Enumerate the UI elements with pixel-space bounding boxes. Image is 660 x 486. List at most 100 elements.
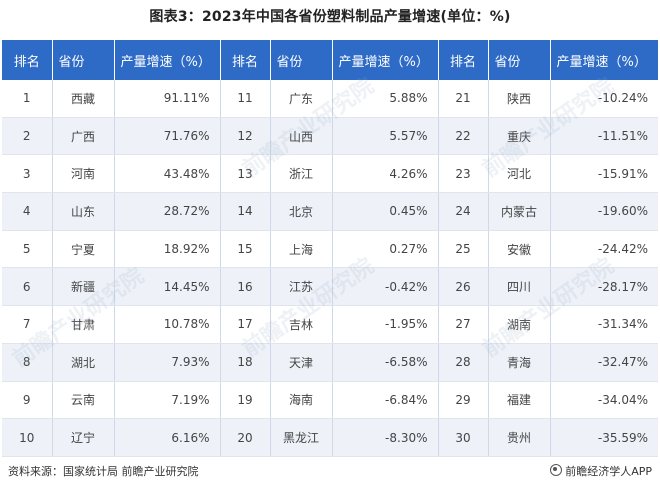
growth-cell: -8.30%	[332, 418, 439, 457]
province-cell: 安徽	[488, 230, 551, 269]
province-cell: 北京	[270, 192, 333, 231]
growth-cell: -1.95%	[332, 305, 439, 344]
growth-cell: 5.57%	[332, 117, 439, 156]
rank-cell: 3	[2, 154, 53, 194]
header-rank: 排名	[220, 40, 271, 80]
rank-cell: 10	[2, 418, 53, 457]
province-cell: 山东	[52, 192, 115, 231]
province-cell: 上海	[270, 230, 333, 269]
growth-cell: 7.93%	[114, 343, 221, 382]
growth-cell: -34.04%	[550, 381, 658, 420]
growth-cell: 91.11%	[114, 80, 221, 118]
rank-cell: 1	[2, 80, 53, 118]
growth-cell: -32.47%	[550, 343, 658, 382]
growth-cell: -10.24%	[550, 80, 658, 118]
growth-table: 排名 省份 产量增速（%） 排名 省份 产量增速（%） 排名 省份 产量增速（%…	[2, 40, 658, 457]
table-row: 10 辽宁 6.16% 20 黑龙江 -8.30% 30 贵州 -35.59%	[2, 418, 658, 457]
table-row: 1 西藏 91.11% 11 广东 5.88% 21 陕西 -10.24%	[2, 80, 658, 118]
growth-cell: -6.84%	[332, 381, 439, 420]
rank-cell: 14	[220, 192, 271, 231]
growth-cell: 43.48%	[114, 154, 221, 194]
rank-cell: 6	[2, 267, 53, 307]
growth-cell: -28.17%	[550, 267, 658, 307]
table-body: 1 西藏 91.11% 11 广东 5.88% 21 陕西 -10.24% 2 广西 71.76% 12…	[2, 80, 658, 457]
growth-cell: 10.78%	[114, 305, 221, 344]
province-cell: 河南	[52, 154, 115, 194]
province-cell: 广西	[52, 117, 115, 156]
growth-cell: 14.45%	[114, 267, 221, 307]
rank-cell: 7	[2, 305, 53, 344]
province-cell: 新疆	[52, 267, 115, 307]
rank-cell: 28	[438, 343, 489, 382]
province-cell: 湖北	[52, 343, 115, 382]
table-row: 5 宁夏 18.92% 15 上海 0.27% 25 安徽 -24.42%	[2, 230, 658, 269]
table-header-row: 排名 省份 产量增速（%） 排名 省份 产量增速（%） 排名 省份 产量增速（%…	[2, 40, 658, 80]
province-cell: 甘肃	[52, 305, 115, 344]
header-growth: 产量增速（%）	[550, 40, 658, 80]
rank-cell: 5	[2, 230, 53, 269]
province-cell: 黑龙江	[270, 418, 333, 457]
rank-cell: 13	[220, 154, 271, 194]
province-cell: 广东	[270, 80, 333, 118]
province-cell: 西藏	[52, 80, 115, 118]
rank-cell: 2	[2, 117, 53, 156]
table-row: 2 广西 71.76% 12 山西 5.57% 22 重庆 -11.51%	[2, 117, 658, 156]
province-cell: 云南	[52, 381, 115, 420]
growth-cell: -6.58%	[332, 343, 439, 382]
growth-cell: 18.92%	[114, 230, 221, 269]
rank-cell: 4	[2, 192, 53, 231]
rank-cell: 8	[2, 343, 53, 382]
province-cell: 四川	[488, 267, 551, 307]
province-cell: 陕西	[488, 80, 551, 118]
rank-cell: 24	[438, 192, 489, 231]
header-rank: 排名	[438, 40, 489, 80]
table-row: 8 湖北 7.93% 18 天津 -6.58% 28 青海 -32.47%	[2, 343, 658, 382]
header-province: 省份	[488, 40, 551, 80]
chart-title: 图表3：2023年中国各省份塑料制品产量增速(单位：%)	[149, 9, 511, 25]
rank-cell: 15	[220, 230, 271, 269]
growth-cell: -31.34%	[550, 305, 658, 344]
province-cell: 天津	[270, 343, 333, 382]
growth-cell: 5.88%	[332, 80, 439, 118]
growth-cell: -19.60%	[550, 192, 658, 231]
growth-cell: 6.16%	[114, 418, 221, 457]
province-cell: 青海	[488, 343, 551, 382]
header-growth: 产量增速（%）	[332, 40, 439, 80]
growth-cell: -0.42%	[332, 267, 439, 307]
province-cell: 内蒙古	[488, 192, 551, 231]
rank-cell: 29	[438, 381, 489, 420]
rank-cell: 23	[438, 154, 489, 194]
header-province: 省份	[52, 40, 115, 80]
brand-label: 前瞻经济学人APP	[565, 465, 652, 478]
rank-cell: 25	[438, 230, 489, 269]
rank-cell: 9	[2, 381, 53, 420]
table-row: 9 云南 7.19% 19 海南 -6.84% 29 福建 -34.04%	[2, 381, 658, 420]
rank-cell: 30	[438, 418, 489, 457]
table-row: 7 甘肃 10.78% 17 吉林 -1.95% 27 湖南 -31.34%	[2, 305, 658, 344]
table-row: 3 河南 43.48% 13 浙江 4.26% 23 河北 -15.91%	[2, 154, 658, 194]
header-growth: 产量增速（%）	[114, 40, 221, 80]
rank-cell: 22	[438, 117, 489, 156]
growth-cell: -35.59%	[550, 418, 658, 457]
table-row: 6 新疆 14.45% 16 江苏 -0.42% 26 四川 -28.17%	[2, 267, 658, 307]
province-cell: 福建	[488, 381, 551, 420]
brand-logo-icon	[550, 464, 563, 476]
rank-cell: 11	[220, 80, 271, 118]
growth-cell: -15.91%	[550, 154, 658, 194]
rank-cell: 27	[438, 305, 489, 344]
rank-cell: 16	[220, 267, 271, 307]
province-cell: 河北	[488, 154, 551, 194]
growth-cell: -11.51%	[550, 117, 658, 156]
source-note: 资料来源：国家统计局 前瞻产业研究院	[8, 465, 199, 478]
header-province: 省份	[270, 40, 333, 80]
province-cell: 辽宁	[52, 418, 115, 457]
growth-cell: 28.72%	[114, 192, 221, 231]
growth-cell: -24.42%	[550, 230, 658, 269]
province-cell: 海南	[270, 381, 333, 420]
province-cell: 吉林	[270, 305, 333, 344]
growth-cell: 4.26%	[332, 154, 439, 194]
province-cell: 浙江	[270, 154, 333, 194]
growth-cell: 0.27%	[332, 230, 439, 269]
rank-cell: 12	[220, 117, 271, 156]
header-rank: 排名	[2, 40, 53, 80]
